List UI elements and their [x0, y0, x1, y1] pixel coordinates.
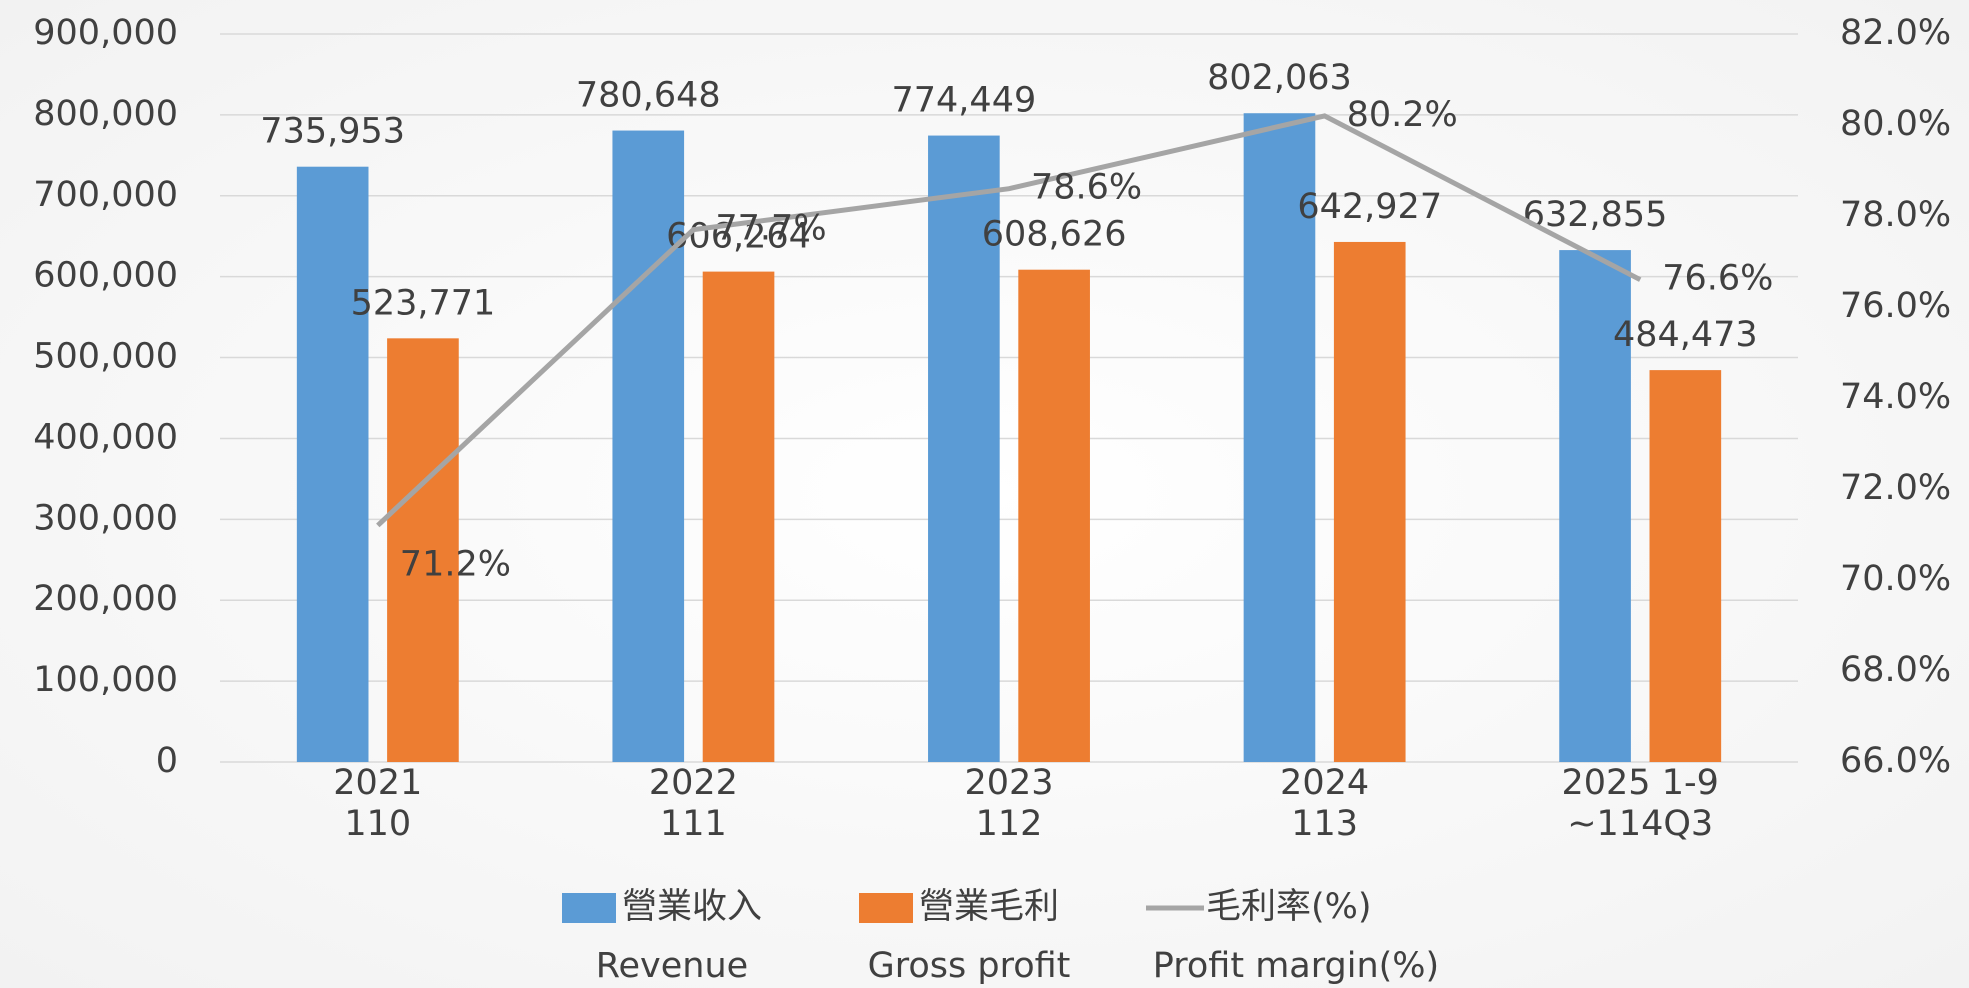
bar — [296, 166, 369, 762]
data-label: 76.6% — [1662, 259, 1773, 299]
data-label: 71.2% — [400, 544, 511, 584]
x-tick-label: 2023 — [964, 763, 1053, 803]
legend-swatch — [562, 893, 616, 923]
data-label: 802,063 — [1207, 58, 1352, 98]
y-tick-label: 300,000 — [33, 498, 178, 538]
data-label: 608,626 — [982, 215, 1127, 255]
y-tick-label: 200,000 — [33, 579, 178, 619]
y-tick-label: 400,000 — [33, 417, 178, 457]
y2-tick-label: 78.0% — [1840, 195, 1951, 235]
data-label: 523,771 — [351, 283, 496, 323]
x-tick-sublabel: 113 — [1291, 804, 1358, 844]
bar — [1333, 241, 1406, 763]
x-tick-label: 2021 — [333, 763, 422, 803]
y-tick-label: 100,000 — [33, 660, 178, 700]
data-label: 780,648 — [576, 76, 721, 116]
y2-tick-label: 80.0% — [1840, 104, 1951, 144]
y2-tick-label: 66.0% — [1840, 741, 1951, 781]
x-tick-label: 2025 1-9 — [1562, 763, 1719, 803]
bar — [1649, 370, 1722, 762]
y2-tick-label: 82.0% — [1840, 13, 1951, 53]
data-label: 78.6% — [1031, 168, 1142, 208]
y-tick-label: 700,000 — [33, 175, 178, 215]
x-tick-sublabel: 110 — [344, 804, 411, 844]
legend-label-en: Profit margin(%) — [1153, 946, 1439, 986]
legend-label: 營業毛利 — [919, 887, 1059, 927]
bar — [1559, 250, 1631, 762]
y2-tick-label: 74.0% — [1840, 377, 1951, 417]
y-tick-label: 0 — [156, 741, 178, 781]
x-tick-label: 2024 — [1280, 763, 1369, 803]
legend-label: 毛利率(%) — [1206, 887, 1372, 927]
legend-label: 營業收入 — [622, 887, 762, 927]
data-label: 80.2% — [1347, 95, 1458, 135]
y-tick-label: 500,000 — [33, 337, 178, 377]
bar — [702, 271, 775, 762]
y-tick-label: 600,000 — [33, 256, 178, 296]
x-tick-label: 2022 — [649, 763, 738, 803]
legend-label-en: Gross profit — [868, 946, 1071, 986]
data-label: 77.7% — [715, 209, 826, 249]
y2-tick-label: 76.0% — [1840, 286, 1951, 326]
x-tick-sublabel: 112 — [976, 804, 1043, 844]
bar — [928, 135, 1000, 762]
data-label: 484,473 — [1613, 315, 1758, 355]
bar — [1018, 269, 1090, 762]
legend-label-en: Revenue — [596, 946, 748, 986]
data-label: 774,449 — [892, 81, 1037, 121]
x-tick-sublabel: ~114Q3 — [1567, 804, 1713, 844]
y-tick-label: 800,000 — [33, 94, 178, 134]
data-label: 735,953 — [260, 112, 405, 152]
line — [376, 113, 1642, 528]
y2-tick-label: 70.0% — [1840, 559, 1951, 599]
bar — [1243, 113, 1316, 762]
data-label: 642,927 — [1297, 187, 1442, 227]
bar — [612, 130, 685, 763]
bar — [387, 338, 459, 762]
legend-swatch — [859, 893, 913, 923]
x-tick-sublabel: 111 — [660, 804, 727, 844]
y2-tick-label: 72.0% — [1840, 468, 1951, 508]
y2-tick-label: 68.0% — [1840, 650, 1951, 690]
y-tick-label: 900,000 — [33, 13, 178, 53]
